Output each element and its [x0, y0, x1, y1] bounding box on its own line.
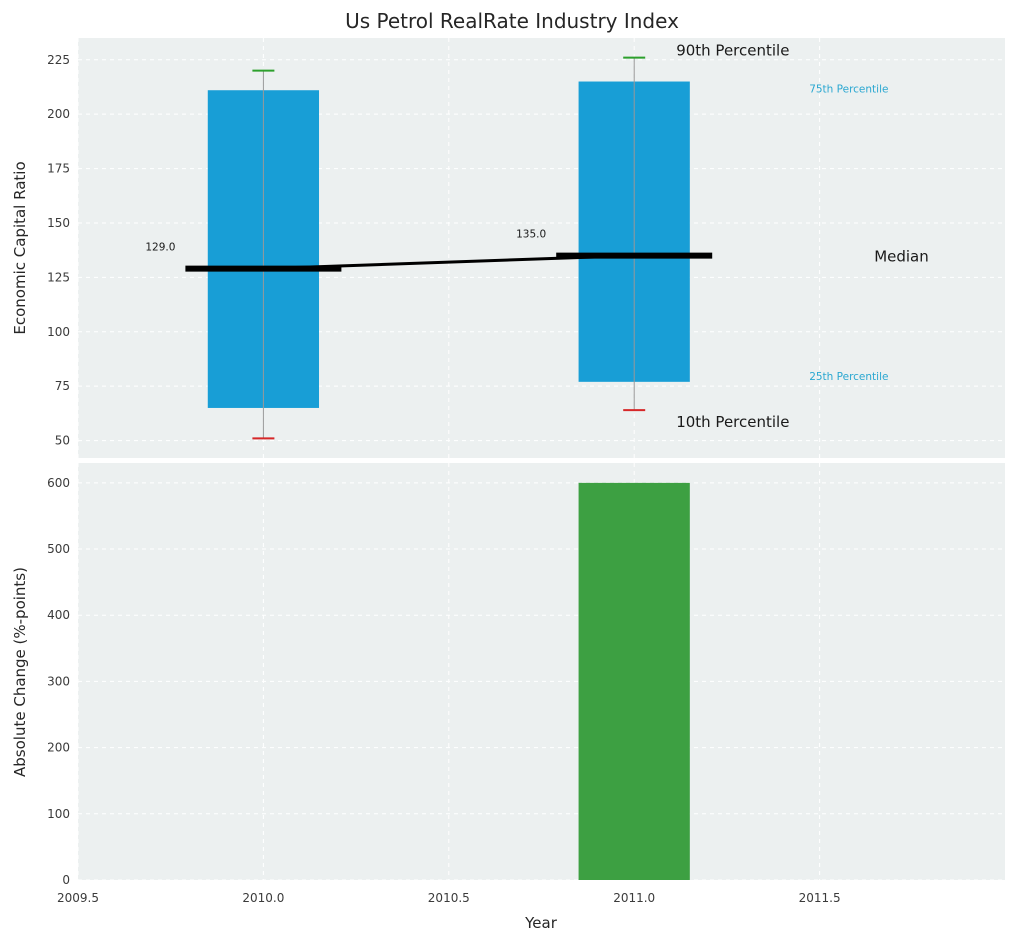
y-tick-label: 100: [47, 325, 70, 339]
chart-title: Us Petrol RealRate Industry Index: [345, 9, 679, 33]
y-tick-label: 125: [47, 270, 70, 284]
annotation-75th-percentile: 75th Percentile: [809, 84, 888, 96]
y-tick-label: 175: [47, 162, 70, 176]
y-tick-label: 150: [47, 216, 70, 230]
bottom-y-axis-label: Absolute Change (%-points): [11, 567, 29, 777]
top-y-axis-label: Economic Capital Ratio: [11, 161, 29, 334]
y-tick-label: 400: [47, 608, 70, 622]
y-tick-label: 300: [47, 674, 70, 688]
x-tick-label: 2010.5: [428, 891, 470, 905]
plot-layer: 50 75 100 125 150 175 200 225 0 100 200 300 400 500 60…: [47, 38, 1005, 905]
x-tick-label: 2009.5: [57, 891, 99, 905]
y-tick-label: 100: [47, 807, 70, 821]
y-tick-label: 200: [47, 107, 70, 121]
median-value-label-2011: 135.0: [516, 229, 546, 241]
x-tick-label: 2010.0: [242, 891, 284, 905]
y-tick-label: 0: [62, 873, 70, 887]
y-tick-label: 500: [47, 542, 70, 556]
change-bar-2011: [578, 482, 690, 880]
annotation-90th-percentile: 90th Percentile: [676, 42, 789, 60]
annotation-median: Median: [874, 248, 929, 266]
x-tick-label: 2011.5: [799, 891, 841, 905]
x-axis-label: Year: [524, 914, 558, 932]
panel-1-background: [78, 463, 1005, 880]
annotation-10th-percentile: 10th Percentile: [676, 413, 789, 431]
x-tick-label: 2011.0: [613, 891, 655, 905]
y-tick-label: 50: [55, 434, 70, 448]
y-tick-label: 225: [47, 53, 70, 67]
y-tick-label: 600: [47, 476, 70, 490]
annotation-25th-percentile: 25th Percentile: [809, 371, 888, 383]
y-tick-label: 75: [55, 379, 70, 393]
median-value-label-2010: 129.0: [145, 242, 175, 254]
y-tick-label: 200: [47, 741, 70, 755]
